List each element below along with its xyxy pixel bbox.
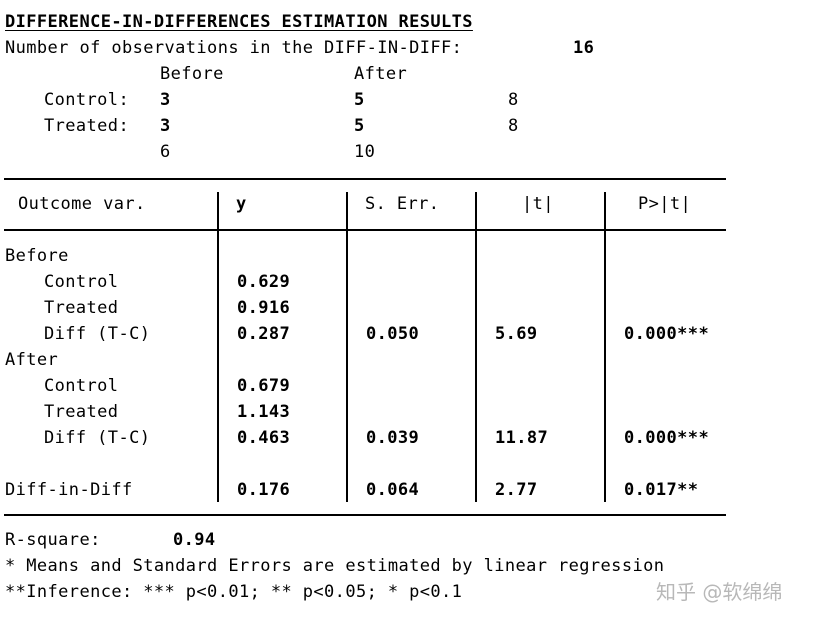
row-did-t: 2.77: [495, 480, 538, 500]
observations-value: 16: [573, 38, 595, 58]
row-after-control-y: 0.679: [237, 376, 291, 396]
row-after-control-label: Control: [44, 376, 119, 396]
column-header-p: P>|t|: [638, 194, 692, 214]
row-after-diff-se: 0.039: [366, 428, 420, 448]
watermark: 知乎 @软绵绵: [656, 580, 783, 604]
counts-total-before: 6: [160, 142, 171, 162]
row-after-treated-y: 1.143: [237, 402, 291, 422]
row-did-label: Diff-in-Diff: [5, 480, 133, 500]
counts-col-before: Before: [160, 64, 224, 84]
section-after-label: After: [5, 350, 59, 370]
counts-control-before: 3: [160, 90, 171, 110]
row-before-diff-p: 0.000***: [624, 324, 710, 344]
row-before-treated-y: 0.916: [237, 298, 291, 318]
table-col-divider-3: [475, 192, 477, 502]
counts-treated-total: 8: [508, 116, 519, 136]
report-title: DIFFERENCE-IN-DIFFERENCES ESTIMATION RES…: [5, 12, 473, 32]
row-before-diff-label: Diff (T-C): [44, 324, 151, 344]
counts-control-total: 8: [508, 90, 519, 110]
rsquare-label: R-square:: [5, 530, 101, 550]
row-did-p: 0.017**: [624, 480, 699, 500]
column-header-t: |t|: [522, 194, 554, 214]
footnote-means: * Means and Standard Errors are estimate…: [5, 556, 665, 576]
counts-treated-before: 3: [160, 116, 171, 136]
counts-control-after: 5: [354, 90, 365, 110]
row-after-diff-t: 11.87: [495, 428, 549, 448]
row-before-control-y: 0.629: [237, 272, 291, 292]
footnote-inference: **Inference: *** p<0.01; ** p<0.05; * p<…: [5, 582, 463, 602]
row-before-diff-se: 0.050: [366, 324, 420, 344]
row-did-y: 0.176: [237, 480, 291, 500]
table-col-divider-1: [217, 192, 219, 502]
row-after-diff-p: 0.000***: [624, 428, 710, 448]
row-before-diff-y: 0.287: [237, 324, 291, 344]
counts-control-label: Control:: [44, 90, 130, 110]
row-after-treated-label: Treated: [44, 402, 119, 422]
table-header-rule: [4, 229, 726, 231]
section-before-label: Before: [5, 246, 69, 266]
row-before-diff-t: 5.69: [495, 324, 538, 344]
counts-treated-after: 5: [354, 116, 365, 136]
column-header-outcome: Outcome var.: [18, 194, 146, 214]
counts-total-after: 10: [354, 142, 376, 162]
table-col-divider-2: [346, 192, 348, 502]
row-after-diff-label: Diff (T-C): [44, 428, 151, 448]
row-after-diff-y: 0.463: [237, 428, 291, 448]
counts-col-after: After: [354, 64, 408, 84]
column-header-se: S. Err.: [365, 194, 440, 214]
observations-label: Number of observations in the DIFF-IN-DI…: [5, 38, 463, 58]
row-before-treated-label: Treated: [44, 298, 119, 318]
row-before-control-label: Control: [44, 272, 119, 292]
column-header-y: y: [236, 194, 247, 214]
counts-treated-label: Treated:: [44, 116, 130, 136]
table-top-rule: [4, 178, 726, 180]
rsquare-value: 0.94: [173, 530, 216, 550]
table-bottom-rule: [4, 514, 726, 516]
row-did-se: 0.064: [366, 480, 420, 500]
table-col-divider-4: [604, 192, 606, 502]
